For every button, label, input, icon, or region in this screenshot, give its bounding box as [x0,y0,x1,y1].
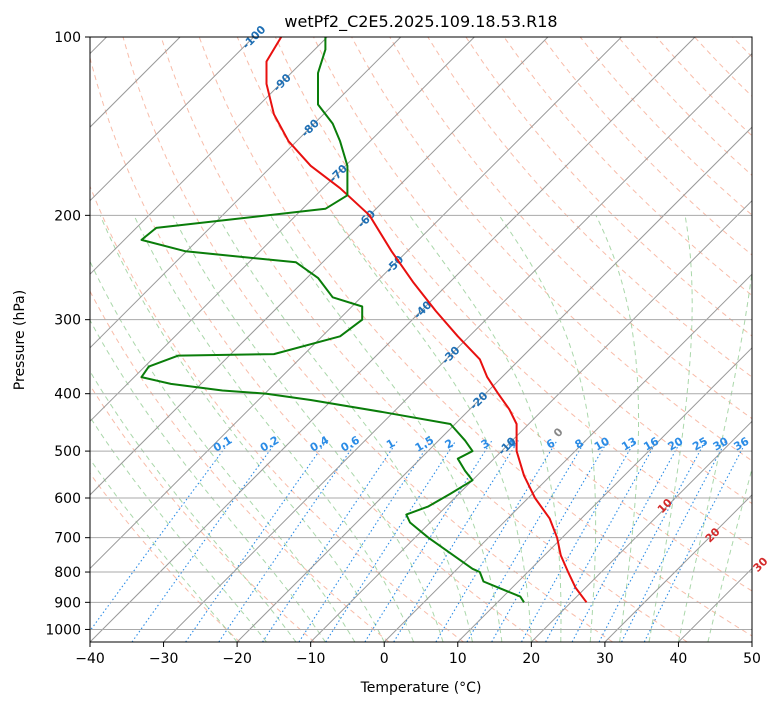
y-tick-label: 100 [54,30,81,46]
isotherm-line [90,37,255,202]
isotherm-line [90,37,475,423]
mixing-ratio-line [325,440,457,642]
moist-adiabat-line [133,215,415,642]
x-axis: −40 −30 −20 −10 0 10 20 30 40 50 [75,642,761,667]
mixing-ratio-line [298,440,432,642]
y-axis: 100 200 300 400 500 600 700 800 900 1000 [45,30,90,638]
y-tick-label: 300 [54,313,81,329]
isotherm-line [90,37,696,642]
moist-adiabat-line [90,370,297,642]
moist-adiabat-line [409,215,562,642]
mixing-ratio-line [185,440,328,642]
isotherm-line [163,52,752,642]
chart-title: wetPf2_C2E5.2025.109.18.53.R18 [284,12,557,32]
dry-adiabat-line [90,384,315,642]
dry-adiabat-line [90,185,464,642]
temperature-profile-line [265,37,588,603]
isotherm-line [530,420,752,642]
dry-adiabat-line [351,37,752,462]
x-axis-label: Temperature (°C) [360,680,482,696]
moist-adiabat-line [90,260,356,642]
isotherm-line [604,494,752,642]
dry-adiabat-line [160,37,688,642]
x-tick-label: 0 [380,651,389,667]
mixing-ratio-line [571,440,682,642]
dry-adiabat-line [90,290,390,642]
profiles [140,37,588,603]
isotherm-line [90,37,622,570]
dry-adiabat-line [313,37,752,505]
y-tick-label: 1000 [45,622,81,638]
dry-adiabat-line [503,37,752,296]
mixing-ratio-line [545,440,658,642]
dry-adiabat-line [122,37,613,642]
moist-adiabat-line [90,319,326,642]
x-tick-label: −40 [75,651,105,667]
x-tick-label: 40 [669,651,687,667]
x-tick-label: 10 [449,651,467,667]
mixing-ratio-line [491,440,609,642]
mixing-ratio-line [643,440,748,642]
y-tick-label: 800 [54,565,81,581]
isotherm-line [90,37,328,275]
dewpoint-profile-line [140,37,525,603]
x-tick-label: −20 [222,651,252,667]
moist-adiabat-line [90,416,267,642]
mixing-ratio-line [218,440,358,642]
x-tick-label: −10 [296,651,326,667]
mixing-ratio-line [131,440,278,642]
moist-adiabat-line [648,215,693,642]
moist-adiabat-line [90,458,238,642]
y-tick-label: 500 [54,444,81,460]
moist-adiabat-line [270,215,503,642]
isotherm-line [236,126,752,642]
mixing-ratio-line [466,440,586,642]
isotherm-line [90,37,402,349]
mixing-ratio-line [521,440,636,642]
mixing-ratio-line [435,440,558,642]
x-tick-label: 50 [743,651,761,667]
mixing-ratio-line [90,440,231,632]
plot-frame [89,36,753,643]
dry-adiabat-line [389,37,752,420]
moist-adiabat-line [677,269,752,642]
y-tick-label: 700 [54,531,81,547]
y-tick-label: 400 [54,387,81,403]
x-tick-label: 30 [596,651,614,667]
moist-adiabat-line [595,215,640,642]
moist-adiabat-line [498,215,597,642]
dry-adiabat-line [465,37,752,337]
y-tick-label: 600 [54,491,81,507]
mixing-ratio-line [262,440,399,642]
dry-adiabat-line [274,37,752,548]
moist-adiabat-line [172,215,444,642]
background-lines [90,37,752,642]
dry-adiabat-line [90,55,539,642]
y-tick-label: 200 [54,208,81,224]
mixing-ratio-line [364,440,493,642]
moist-adiabat-line [707,466,752,642]
dry-adiabat-line [90,472,241,642]
x-tick-label: −30 [149,651,179,667]
isotherm-line [90,37,549,496]
isotherm-line [310,199,752,642]
x-tick-label: 20 [522,651,540,667]
moist-adiabat-line [217,215,473,642]
isotherm-line [383,273,752,642]
y-tick-label: 900 [54,595,81,611]
y-axis-label: Pressure (hPa) [12,290,28,390]
moist-adiabat-line [333,215,532,642]
dry-adiabat-line [236,37,752,592]
